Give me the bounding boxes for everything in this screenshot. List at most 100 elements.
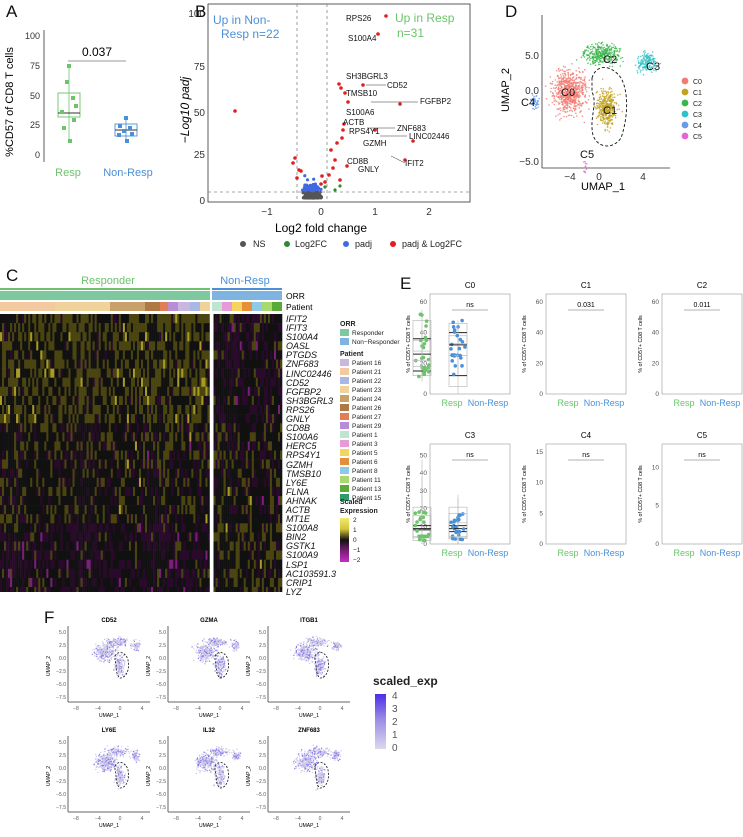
svg-text:padj: padj	[355, 239, 372, 249]
svg-text:1: 1	[372, 207, 378, 218]
gene-label: GNLY	[358, 165, 380, 174]
subplot-title: C0	[465, 281, 476, 290]
panel-letter: F	[44, 608, 54, 628]
svg-text:C5: C5	[693, 134, 702, 141]
svg-text:0: 0	[596, 172, 602, 183]
legend-item: Patient 21	[340, 368, 381, 377]
gene-label: ACTB	[343, 118, 364, 127]
svg-text:0: 0	[318, 207, 324, 218]
y-axis-label: %CD57 of CD8 T cells	[4, 47, 16, 157]
svg-text:C1: C1	[693, 90, 702, 97]
umap-plot: UMAP_2 UMAP_1 5.0 0.0 −5.0 −4 0 4 C0 C1 …	[495, 0, 743, 200]
svg-text:C0: C0	[693, 79, 702, 86]
svg-text:−1: −1	[261, 207, 273, 218]
legend-item: Patient 29	[340, 422, 381, 431]
legend-item: Patient 23	[340, 386, 381, 395]
gene-label: RPS4Y1	[349, 127, 380, 136]
legend-item: Patient 22	[340, 377, 381, 386]
umap-clusters	[530, 42, 661, 174]
legend-item: Patient 1	[340, 431, 381, 440]
title-up-resp: n=31	[397, 26, 424, 40]
panel-letter: A	[6, 2, 17, 22]
gene-label: IFIT2	[405, 159, 424, 168]
y-tick: 25	[30, 120, 40, 130]
x-category-nonresp: Non-Resp	[103, 167, 153, 179]
volcano-points	[233, 14, 415, 199]
subplot-title: C2	[697, 281, 708, 290]
svg-text:C2: C2	[693, 101, 702, 108]
legend-item: Patient 13	[340, 485, 381, 494]
svg-text:NS: NS	[253, 239, 266, 249]
p-value: 0.037	[82, 45, 112, 59]
svg-text:4: 4	[640, 172, 646, 183]
gene-label: GZMH	[363, 139, 387, 148]
svg-text:0: 0	[199, 196, 205, 207]
svg-text:C5: C5	[580, 149, 594, 161]
legend-item: Patient 3	[340, 440, 381, 449]
svg-text:−4: −4	[564, 172, 576, 183]
svg-text:C0: C0	[561, 87, 575, 99]
y-tick: 75	[30, 61, 40, 71]
legend-item: Patient 8	[340, 467, 381, 476]
subplot-title: C4	[581, 431, 592, 440]
color-scale	[375, 694, 386, 749]
panel-letter: B	[195, 2, 206, 22]
legend-item: Patient 16	[340, 359, 381, 368]
gene-label: SH3BGRL3	[346, 72, 388, 81]
group-label-responder: Responder	[81, 275, 135, 287]
y-tick: 50	[30, 91, 40, 101]
row-label-orr: ORR	[286, 291, 305, 301]
svg-text:padj & Log2FC: padj & Log2FC	[402, 239, 463, 249]
title-up-nonresp: Up in Non-	[213, 13, 270, 27]
gene-label: LINC02446	[409, 132, 450, 141]
svg-text:−5.0: −5.0	[519, 157, 539, 168]
gene-label: TMSB10	[346, 89, 378, 98]
panel-a: A %CD57 of CD8 T cells 100 75 50 25 0 0.…	[0, 0, 175, 200]
y-tick: 100	[25, 31, 40, 41]
svg-text:2: 2	[426, 207, 432, 218]
title-up-resp: Up in Resp	[395, 11, 455, 25]
legend-title: scaled_exp	[373, 674, 438, 688]
heatmap-cells	[0, 314, 282, 592]
svg-text:Log2FC: Log2FC	[295, 239, 328, 249]
patient-annotation-bar	[0, 302, 282, 311]
heatmap-legend-orr: ORR Responder Non−Responder	[340, 320, 400, 347]
heatmap-legend-scale: Scaled Expression 2 1 0 −1 −2	[340, 498, 400, 566]
gene-label: S100A4	[348, 34, 377, 43]
boxplot-a: %CD57 of CD8 T cells 100 75 50 25 0 0.03…	[0, 0, 175, 200]
panel-d: D UMAP_2 UMAP_1 5.0 0.0 −5.0 −4 0 4 C0 C…	[495, 0, 743, 200]
y-axis-label: UMAP_2	[500, 68, 512, 112]
legend-item: Patient 5	[340, 449, 381, 458]
svg-text:C4: C4	[693, 123, 702, 130]
svg-text:C2: C2	[603, 54, 617, 66]
legend-item: Patient 24	[340, 395, 381, 404]
group-label-nonresp: Non-Resp	[220, 275, 270, 287]
y-axis-label: −Log10 padj	[178, 76, 192, 143]
svg-text:C1: C1	[603, 105, 617, 117]
panel-letter: E	[400, 274, 411, 294]
subplot-title: C3	[465, 431, 476, 440]
svg-text:50: 50	[194, 108, 206, 119]
legend-item: Patient 27	[340, 413, 381, 422]
subplot-title: C5	[697, 431, 708, 440]
volcano-plot: −Log10 padj 100 75 50 25 0 −1 0 1 2 Log2…	[175, 0, 480, 255]
gene-label: LYZ	[286, 588, 346, 597]
svg-text:75: 75	[194, 62, 206, 73]
x-axis-label: Log2 fold change	[275, 221, 367, 235]
panel-letter: D	[505, 2, 517, 22]
gene-label: RPS26	[346, 14, 372, 23]
